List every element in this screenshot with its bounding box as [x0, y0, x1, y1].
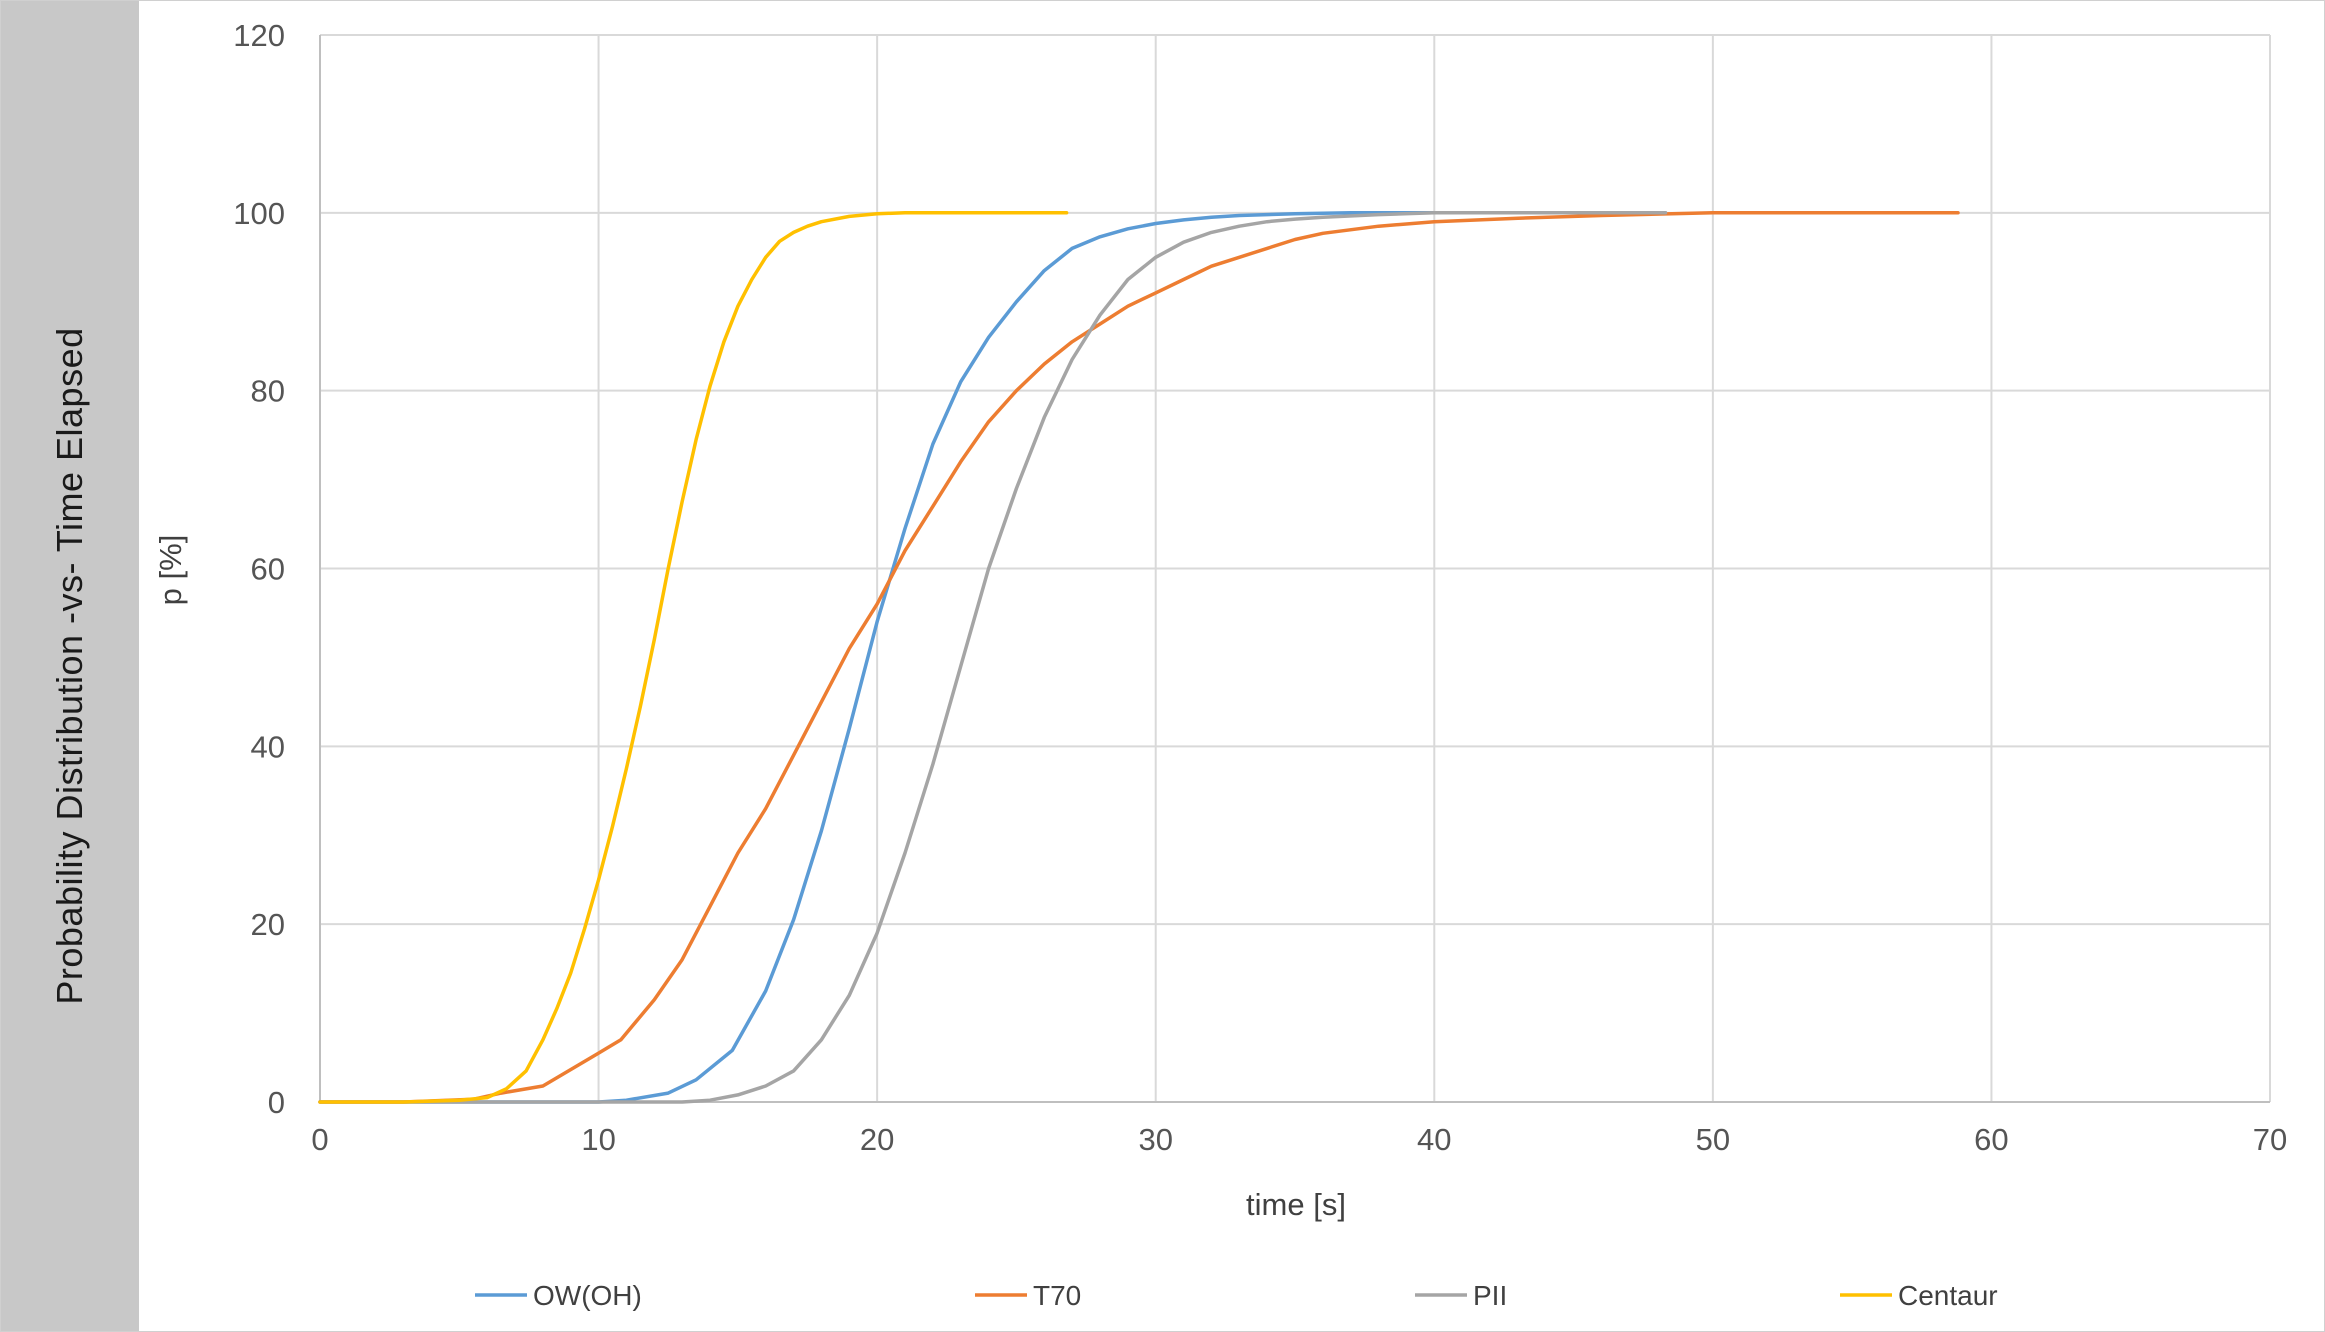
series-line-t70 [318, 211, 1960, 1104]
legend-item: T70 [975, 1280, 1081, 1311]
series-line-centaur [318, 211, 1069, 1104]
grid-layer [319, 34, 2271, 1103]
y-tick-label: 40 [251, 729, 285, 764]
x-tick-label: 40 [1417, 1122, 1451, 1157]
y-axis-title: p [%] [153, 535, 188, 606]
legend-label: PII [1473, 1280, 1507, 1311]
x-tick-label: 70 [2253, 1122, 2287, 1157]
y-tick-label: 100 [233, 196, 285, 231]
legend-label: T70 [1033, 1280, 1081, 1311]
legend-label: Centaur [1898, 1280, 1998, 1311]
legend-label: OW(OH) [533, 1280, 642, 1311]
x-tick-label: 60 [1974, 1122, 2008, 1157]
legend-item: Centaur [1840, 1280, 1998, 1311]
x-axis-title: time [s] [1246, 1187, 1346, 1222]
y-tick-label: 20 [251, 907, 285, 942]
x-tick-label: 50 [1696, 1122, 1730, 1157]
series-layer [318, 211, 1960, 1104]
x-tick-label: 10 [581, 1122, 615, 1157]
y-tick-label: 0 [268, 1085, 285, 1120]
x-tick-label: 20 [860, 1122, 894, 1157]
y-tick-label: 80 [251, 374, 285, 409]
legend-item: OW(OH) [475, 1280, 642, 1311]
legend: OW(OH) T70 PII Centaur [475, 1280, 1998, 1311]
y-tick-label: 60 [251, 552, 285, 587]
series-line-ow-oh [318, 211, 1668, 1104]
x-tick-label: 0 [311, 1122, 328, 1157]
y-tick-label: 120 [233, 18, 285, 53]
axis-layer: 0 10 20 30 40 50 60 70 0 20 40 60 80 100 120 [233, 18, 2287, 1157]
x-tick-label: 30 [1138, 1122, 1172, 1157]
series-line-pii [318, 211, 1668, 1104]
side-title-band [0, 0, 139, 1332]
legend-item: PII [1415, 1280, 1507, 1311]
